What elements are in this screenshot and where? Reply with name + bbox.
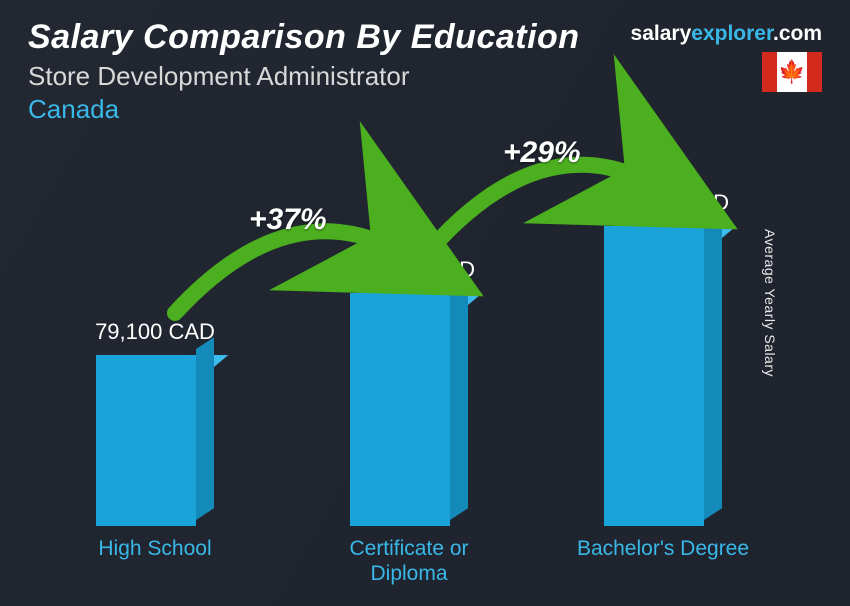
category-label: High School [98, 536, 211, 586]
brand-part2: explorer [691, 22, 773, 45]
bar-3d [604, 226, 722, 526]
bar-group: 108,000 CAD Certificate or Diploma [309, 257, 509, 586]
bar-value-label: 79,100 CAD [95, 319, 215, 345]
percent-increase-label: +37% [249, 203, 327, 237]
category-label: Bachelor's Degree [577, 536, 749, 586]
bar-3d [96, 355, 214, 526]
bar-group: 139,000 CAD Bachelor's Degree [563, 190, 763, 586]
country-label: Canada [28, 94, 822, 125]
bar-value-label: 108,000 CAD [343, 257, 475, 283]
brand-part3: .com [773, 22, 822, 45]
job-subtitle: Store Development Administrator [28, 61, 822, 92]
canada-flag-icon: 🍁 [762, 52, 822, 92]
bar-3d [350, 293, 468, 526]
brand-logo: salaryexplorer.com [631, 22, 822, 46]
category-label: Certificate or Diploma [309, 536, 509, 586]
bar-group: 79,100 CAD High School [55, 319, 255, 586]
brand-part1: salary [631, 22, 692, 45]
percent-increase-label: +29% [503, 136, 581, 170]
chart-container: Salary Comparison By Education Store Dev… [0, 0, 850, 606]
chart-area: 79,100 CAD High School 108,000 CAD Certific… [28, 166, 790, 586]
bar-value-label: 139,000 CAD [597, 190, 729, 216]
